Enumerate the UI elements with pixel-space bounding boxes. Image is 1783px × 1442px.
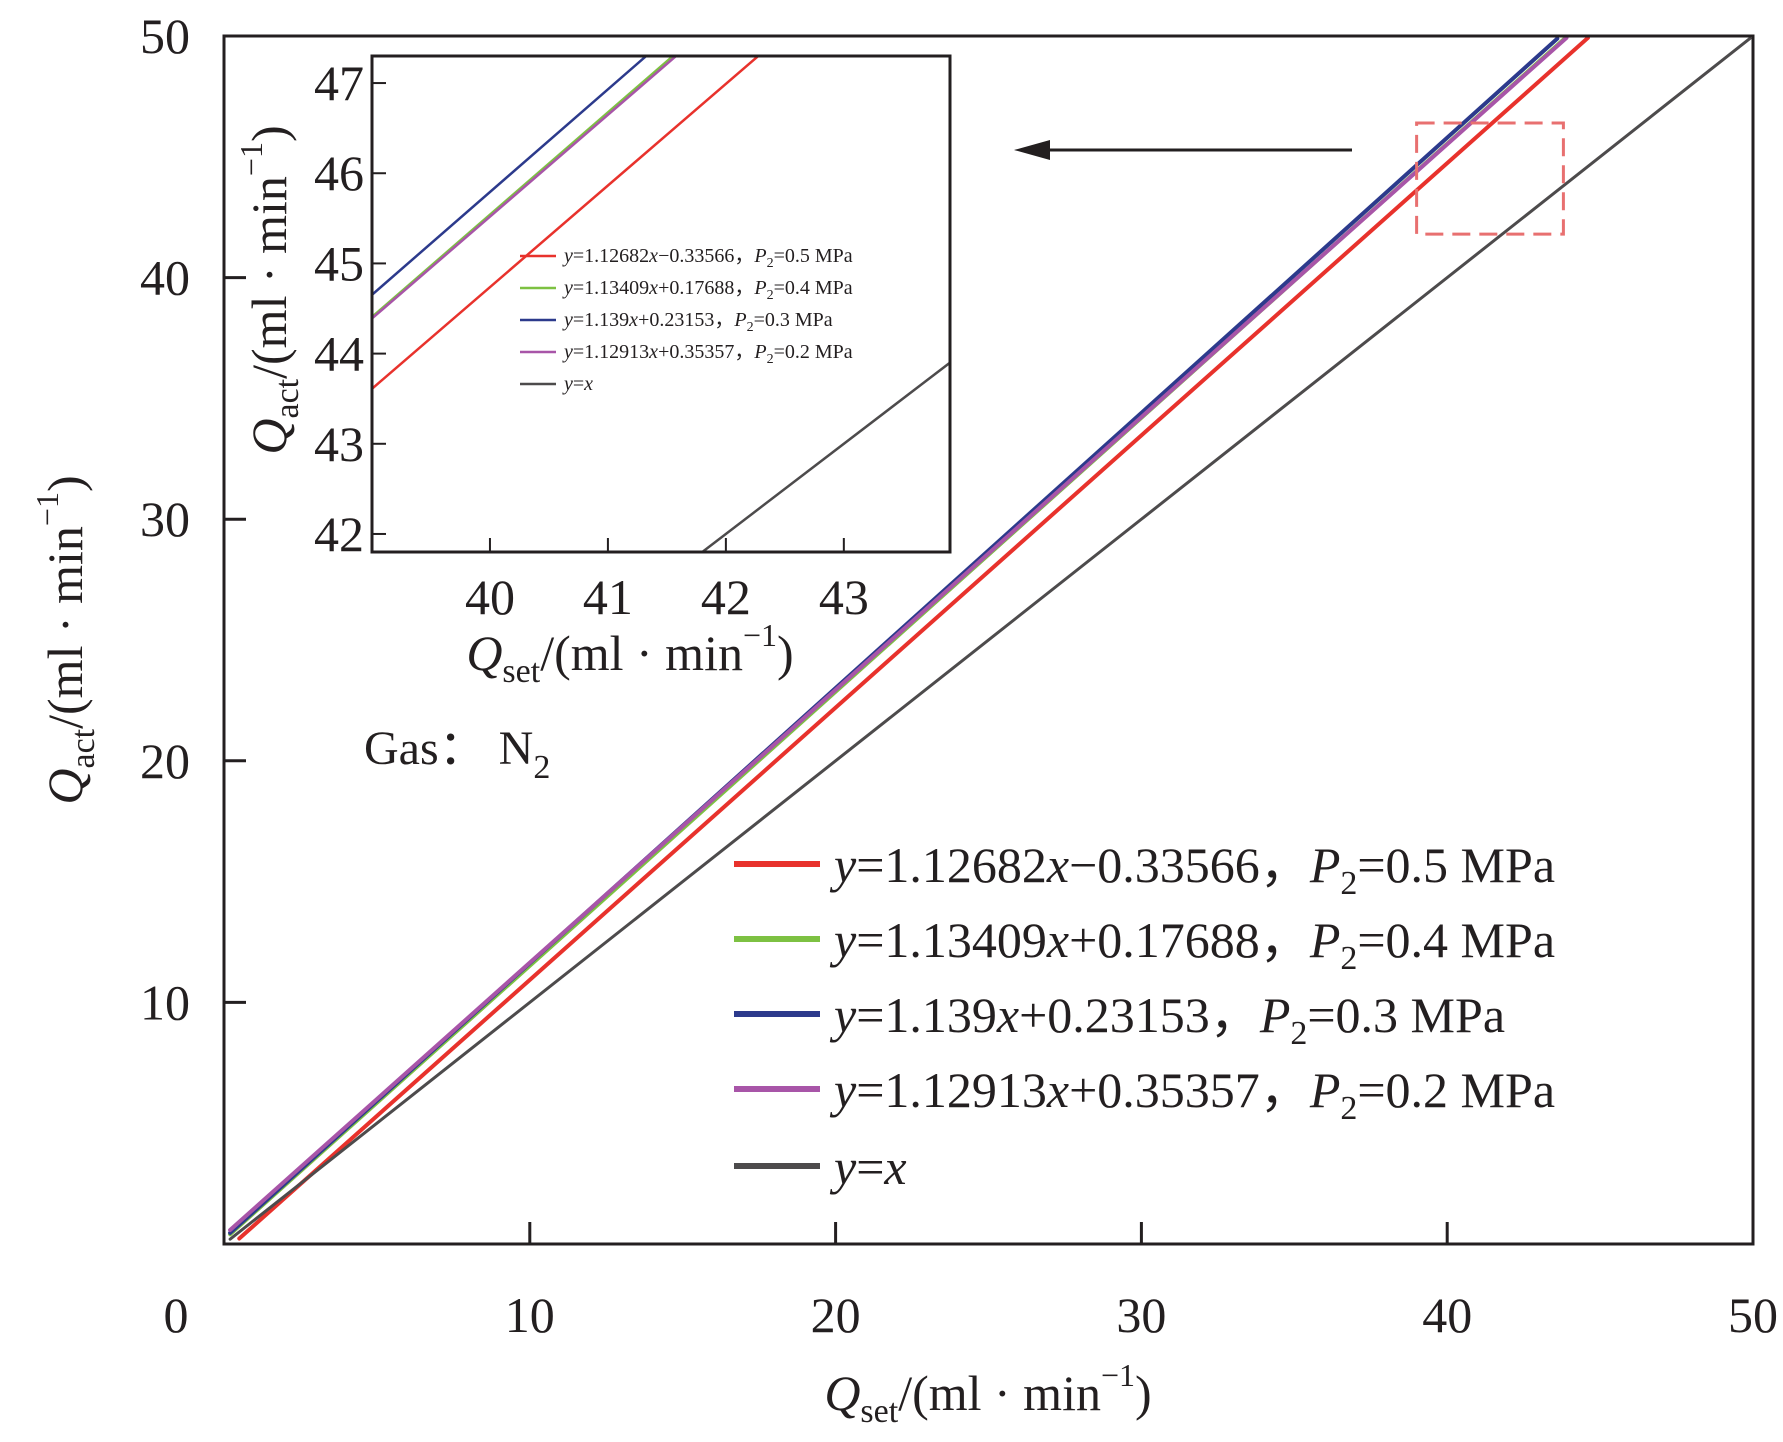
main-legend-label-4: y=x: [829, 1139, 907, 1195]
main-x-tick-label: 10: [505, 1287, 555, 1343]
inset-x-tick-label: 41: [583, 569, 633, 625]
inset-series-line-0: [372, 56, 761, 390]
inset-y-ticks: 42 43 44 45 46 47: [314, 55, 386, 562]
main-x-axis-label: Qset/(ml · min−1): [824, 1357, 1151, 1430]
inset-y-tick-label: 42: [314, 506, 364, 562]
zoom-arrow: [1014, 140, 1352, 160]
main-series-line-0: [237, 36, 1590, 1241]
main-y-tick-label: 50: [140, 8, 190, 64]
inset-x-tick-label: 40: [465, 569, 515, 625]
inset-plot: 40 41 42 43 42 43 44 45 46 47 y=1.12682x−0.33566…: [233, 54, 952, 690]
main-series-line-3: [228, 36, 1569, 1233]
inset-legend-label-2: y=1.139x+0.23153，P2=0.3 MPa: [562, 309, 833, 335]
inset-y-axis-label: Qact/(ml · min−1): [233, 125, 306, 454]
main-y-tick-label: 40: [140, 250, 190, 306]
inset-y-tick-label: 44: [314, 326, 364, 382]
inset-plot-frame: [370, 54, 952, 554]
main-x-tick-label: 20: [811, 1287, 861, 1343]
main-y-tick-label: 20: [140, 733, 190, 789]
main-legend: y=1.12682x−0.33566，P2=0.5 MPa y=1.13409x+…: [734, 837, 1555, 1195]
inset-legend: y=1.12682x−0.33566，P2=0.5 MPa y=1.13409x+…: [520, 245, 853, 395]
main-x-ticks: 0 10 20 30 40 50: [164, 1222, 1778, 1343]
main-plot: 0 10 20 30 40 50 10 20 30 40 50 Qset/(ml · min−1)…: [29, 8, 1778, 1430]
inset-x-tick-label: 43: [819, 569, 869, 625]
main-y-tick-label: 30: [140, 491, 190, 547]
main-legend-label-1: y=1.13409x+0.17688，P2=0.4 MPa: [829, 912, 1555, 977]
gas-annotation: Gas： N2: [364, 722, 550, 786]
main-series-line-4: [228, 36, 1752, 1241]
main-y-tick-label: 10: [140, 974, 190, 1030]
main-legend-label-0: y=1.12682x−0.33566，P2=0.5 MPa: [829, 837, 1555, 902]
inset-series-line-4: [700, 361, 950, 552]
inset-x-tick-label: 42: [701, 569, 751, 625]
inset-series-line-1: [372, 56, 675, 318]
inset-x-axis-label: Qset/(ml · min−1): [466, 617, 793, 690]
zoom-region-box: [1415, 121, 1565, 236]
inset-y-tick-label: 46: [314, 145, 364, 201]
inset-y-tick-label: 43: [314, 416, 364, 472]
inset-legend-label-1: y=1.13409x+0.17688，P2=0.4 MPa: [562, 277, 853, 303]
inset-y-tick-label: 45: [314, 235, 364, 291]
inset-legend-label-4: y=x: [562, 373, 593, 395]
inset-y-tick-label: 47: [314, 55, 364, 111]
main-series-group: [228, 36, 1752, 1241]
inset-series-line-2: [372, 56, 649, 296]
main-x-tick-label: 0: [164, 1287, 189, 1343]
inset-legend-label-3: y=1.12913x+0.35357，P2=0.2 MPa: [562, 341, 853, 367]
main-x-tick-label: 30: [1116, 1287, 1166, 1343]
inset-legend-label-0: y=1.12682x−0.33566，P2=0.5 MPa: [562, 245, 853, 271]
inset-series-group: [372, 56, 950, 552]
main-x-tick-label: 40: [1422, 1287, 1472, 1343]
main-legend-label-3: y=1.12913x+0.35357，P2=0.2 MPa: [829, 1062, 1555, 1127]
main-y-axis-label: Qact/(ml · min−1): [29, 475, 102, 804]
main-legend-label-2: y=1.139x+0.23153，P2=0.3 MPa: [829, 987, 1505, 1052]
main-x-tick-label: 50: [1728, 1287, 1778, 1343]
main-y-ticks: 10 20 30 40 50: [140, 8, 246, 1030]
inset-series-line-3: [372, 56, 678, 320]
inset-x-ticks: 40 41 42 43: [465, 538, 869, 625]
main-plot-frame: [222, 34, 1755, 1246]
